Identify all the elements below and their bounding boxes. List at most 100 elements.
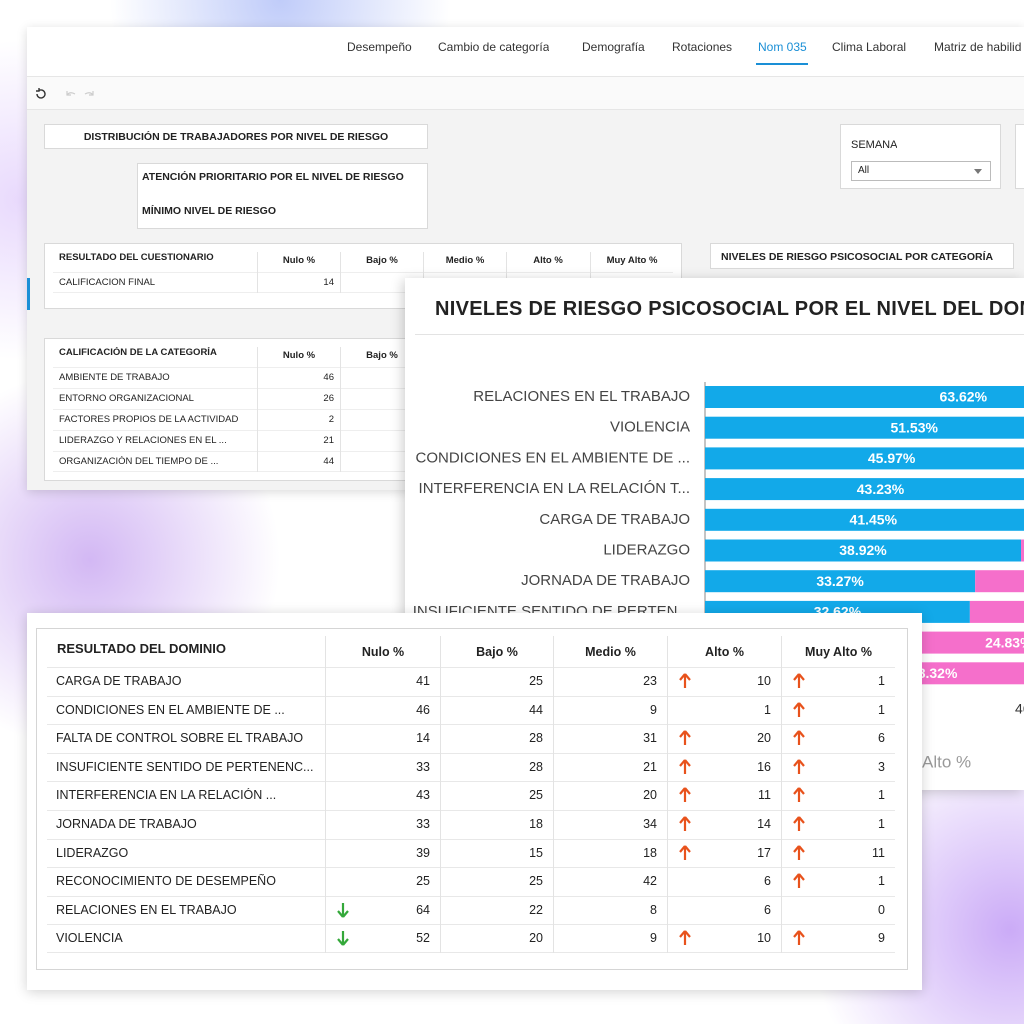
cell-value: 11 <box>872 845 885 860</box>
selection-marker <box>27 278 30 310</box>
refresh-icon[interactable] <box>36 88 46 99</box>
nav-tab[interactable]: Matriz de habilid <box>934 40 1022 54</box>
up-arrow-icon <box>679 816 691 831</box>
title-divider <box>415 334 1024 335</box>
row-label: ENTORNO ORGANIZACIONAL <box>59 393 194 404</box>
redo-icon[interactable] <box>84 91 94 96</box>
column-header: Bajo % <box>340 252 423 272</box>
partial-value: 46 <box>1015 701 1024 717</box>
cell-value: 17 <box>757 845 771 860</box>
cell-value: 18 <box>529 817 543 831</box>
bar-value-label: 51.53% <box>890 419 938 435</box>
category-label: RELACIONES EN EL TRABAJO <box>473 388 690 405</box>
cell-value: 25 <box>416 874 430 889</box>
row-label: INSUFICIENTE SENTIDO DE PERTENENC... <box>56 759 314 774</box>
bar-segment <box>969 600 1024 623</box>
category-label: CONDICIONES EN EL AMBIENTE DE ... <box>416 449 691 466</box>
cell-value: 46 <box>416 702 430 717</box>
cell-divider <box>781 924 782 953</box>
cell-divider <box>553 695 554 725</box>
priority-card: ATENCIÓN PRIORITARIO POR EL NIVEL DE RIE… <box>137 163 428 229</box>
up-arrow-icon <box>679 787 691 803</box>
row-line <box>47 924 895 953</box>
cell-divider <box>781 895 782 925</box>
up-arrow-icon <box>793 759 805 774</box>
row-label: LIDERAZGO <box>56 845 129 860</box>
arrow-shape <box>679 673 691 688</box>
cell-value: 10 <box>757 931 771 946</box>
arrow-shape <box>679 730 691 746</box>
cell-value: 14 <box>323 277 334 288</box>
cell-divider <box>667 810 668 839</box>
cell-divider <box>440 838 441 868</box>
undo-icon[interactable] <box>66 91 76 96</box>
cell-divider <box>667 838 668 868</box>
arrow-shape <box>793 787 805 803</box>
row-label: ORGANIZACIÓN DEL TIEMPO DE ... <box>59 456 219 467</box>
cell-divider <box>553 810 554 839</box>
cell-value: 0 <box>878 902 885 917</box>
cell-divider <box>325 781 326 810</box>
cell-divider <box>553 867 554 896</box>
arrow-shape <box>793 701 805 717</box>
category-label: VIOLENCIA <box>610 419 690 436</box>
card-title: DISTRIBUCIÓN DE TRABAJADORES POR NIVEL D… <box>83 131 389 143</box>
column-header: Nulo % <box>257 347 340 367</box>
bar-segment <box>705 508 1024 531</box>
row-line <box>47 895 895 925</box>
nav-tab[interactable]: Desempeño <box>347 40 412 54</box>
cell-divider <box>325 867 326 896</box>
cell-value: 6 <box>878 731 885 746</box>
cell-divider <box>553 838 554 868</box>
row-line <box>47 810 895 839</box>
cell-divider <box>325 667 326 696</box>
nav-tab[interactable]: Demografía <box>582 40 645 54</box>
cell-divider <box>440 867 441 896</box>
bar-value-label: 41.45% <box>850 512 898 528</box>
row-line <box>53 409 673 430</box>
row-label: FALTA DE CONTROL SOBRE EL TRABAJO <box>56 731 304 746</box>
up-arrow-icon <box>793 673 805 688</box>
arrow-shape <box>793 673 805 688</box>
arrow-shape <box>793 816 805 831</box>
up-arrow-icon <box>679 673 691 688</box>
up-arrow-icon <box>679 930 691 946</box>
nav-tab[interactable]: Cambio de categoría <box>438 40 550 54</box>
cell-value: 64 <box>416 902 430 917</box>
row-label: AMBIENTE DE TRABAJO <box>59 372 170 383</box>
active-tab-underline <box>756 63 808 65</box>
toolbar <box>27 77 1024 110</box>
column-header: Alto % <box>506 252 589 272</box>
up-arrow-icon <box>679 730 691 746</box>
cell-divider <box>553 667 554 696</box>
category-label: CARGA DE TRABAJO <box>539 511 690 528</box>
cell-divider <box>440 810 441 839</box>
nav-tab[interactable]: Rotaciones <box>672 40 733 54</box>
card-title: NIVELES DE RIESGO PSICOSOCIAL POR CATEGO… <box>721 251 994 263</box>
nav-tab[interactable]: Clima Laboral <box>832 40 907 54</box>
column-header: Muy Alto % <box>781 636 895 667</box>
nav-tab[interactable]: Nom 035 <box>758 40 807 54</box>
row-label: JORNADA DE TRABAJO <box>56 817 197 831</box>
bar-segment <box>705 570 976 593</box>
cell-divider <box>667 667 668 696</box>
cell-value: 46 <box>323 372 334 383</box>
cell-value: 52 <box>416 931 430 946</box>
row-label: RECONOCIMIENTO DE DESEMPEÑO <box>56 874 276 889</box>
cell-value: 10 <box>757 674 771 688</box>
cell-value: 14 <box>757 817 771 831</box>
cell-value: 22 <box>529 902 543 917</box>
cell-divider <box>667 867 668 896</box>
week-dropdown[interactable]: All <box>851 161 991 181</box>
cell-value: 1 <box>878 674 885 688</box>
bar-segment <box>705 478 1024 501</box>
bar-segment <box>975 570 1024 593</box>
column-header: Alto % <box>667 636 781 667</box>
priority-text: ATENCIÓN PRIORITARIO POR EL NIVEL DE RIE… <box>142 171 404 183</box>
cell-value: 1 <box>878 817 885 831</box>
toolbar-icons <box>36 88 94 99</box>
cell-value: 43 <box>416 788 430 803</box>
cell-divider <box>667 924 668 953</box>
cell-divider <box>440 924 441 953</box>
